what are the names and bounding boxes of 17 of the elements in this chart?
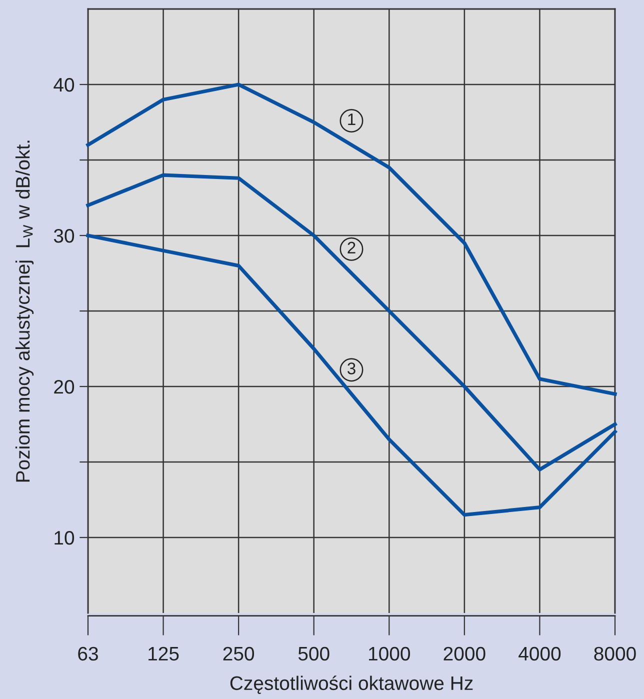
x-tick-label: 4000 [518,646,561,661]
x-tick-label: 2000 [444,646,486,661]
x-tick-label: 125 [148,646,179,661]
series-label: 2 [348,242,356,254]
y-axis-title: Poziom mocy akustycznej L$_{W}$ w dB/okt. [15,140,34,482]
x-tick-label: 1000 [369,646,410,661]
y-tick-label: 20 [54,380,74,394]
y-tick-label: 10 [54,530,74,545]
x-tick-label: 63 [78,646,98,661]
y-tick-label: 30 [54,228,74,243]
series-label: 3 [348,362,356,374]
y-tick-label: 40 [54,78,74,92]
series-label: 1 [348,114,356,126]
x-tick-label: 500 [298,646,330,661]
x-tick-label: 8000 [594,646,636,661]
x-tick-label: 250 [223,646,254,661]
x-axis-title: Częstotliwości oktawowe Hz [230,676,473,694]
